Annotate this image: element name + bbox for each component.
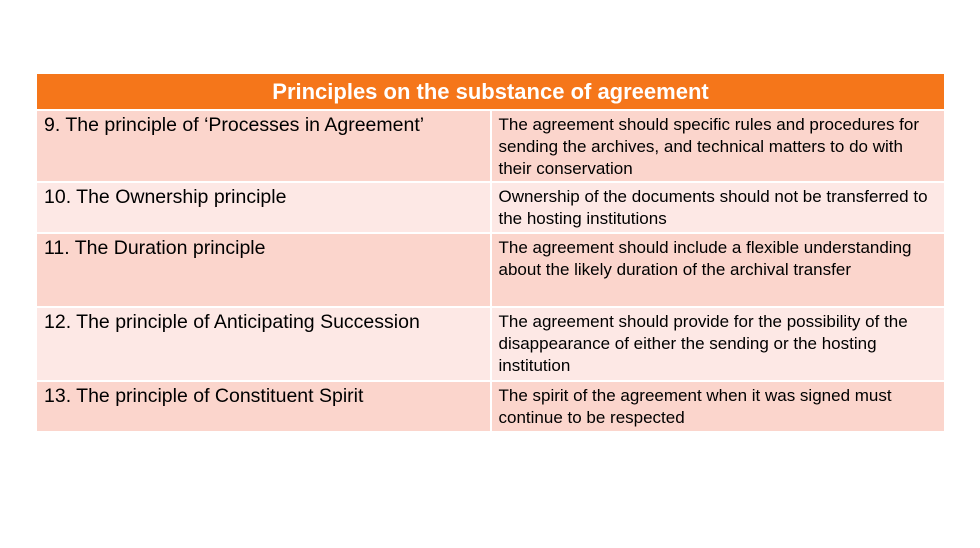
description-cell: The agreement should provide for the pos… [490, 307, 944, 382]
description-cell: The spirit of the agreement when it was … [490, 381, 944, 433]
principle-cell: 10. The Ownership principle [37, 182, 492, 234]
table-row: 12. The principle of Anticipating Succes… [37, 307, 944, 382]
table-header-row: Principles on the substance of agreement [37, 74, 944, 111]
principle-cell: 13. The principle of Constituent Spirit [37, 381, 492, 433]
description-cell: The agreement should include a flexible … [490, 233, 944, 308]
table-title: Principles on the substance of agreement [37, 74, 944, 111]
description-cell: Ownership of the documents should not be… [490, 182, 944, 234]
table-row: 13. The principle of Constituent Spirit … [37, 381, 944, 433]
principle-cell: 12. The principle of Anticipating Succes… [37, 307, 492, 382]
principle-cell: 11. The Duration principle [37, 233, 492, 308]
principle-cell: 9. The principle of ‘Processes in Agreem… [37, 110, 492, 183]
description-cell: The agreement should specific rules and … [490, 110, 944, 183]
table-row: 9. The principle of ‘Processes in Agreem… [37, 110, 944, 183]
table-row: 11. The Duration principle The agreement… [37, 233, 944, 308]
principles-table: Principles on the substance of agreement… [37, 74, 944, 433]
table-row: 10. The Ownership principle Ownership of… [37, 182, 944, 234]
